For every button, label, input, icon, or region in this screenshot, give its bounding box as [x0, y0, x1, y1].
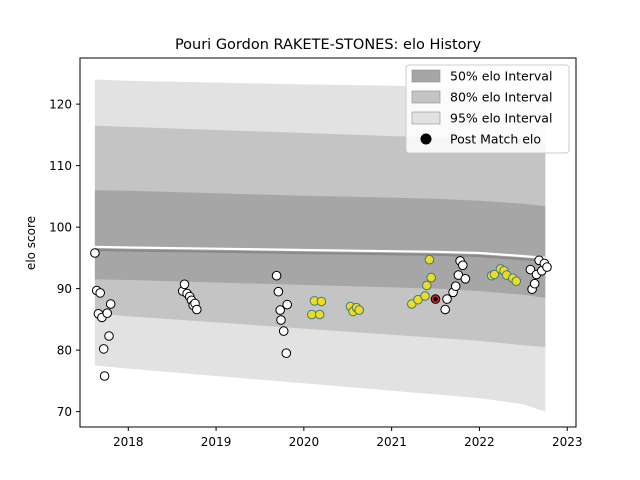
y-axis-label: elo score	[24, 216, 38, 270]
y-tick-label: 90	[57, 282, 72, 296]
data-point	[276, 315, 286, 325]
y-tick-label: 100	[49, 221, 72, 235]
data-point	[90, 248, 100, 258]
x-tick-label: 2021	[376, 435, 407, 449]
mean-elo-line	[94, 245, 546, 262]
data-point	[278, 326, 289, 336]
post-match-points	[90, 248, 552, 381]
x-axis: 2018 2019 2020 2021 2022 2023	[113, 427, 582, 449]
x-tick-label: 2022	[464, 435, 495, 449]
legend-item: 80% elo Interval	[411, 90, 552, 105]
data-point	[98, 344, 109, 354]
legend-label: 95% elo Interval	[450, 111, 552, 126]
x-tick-label: 2023	[552, 435, 583, 449]
legend-swatch	[411, 111, 441, 125]
data-point	[458, 260, 468, 271]
y-tick-label: 70	[57, 405, 72, 419]
legend-item: Post Match elo	[420, 132, 541, 147]
data-point	[460, 274, 471, 284]
data-point	[282, 299, 293, 310]
data-point	[424, 254, 435, 265]
data-point	[430, 294, 441, 304]
band-50	[94, 190, 546, 298]
data-point	[489, 269, 500, 280]
mean-highlight-line	[94, 245, 546, 259]
legend-swatch	[411, 90, 441, 104]
data-point	[354, 305, 365, 315]
data-point	[95, 288, 105, 298]
data-point	[102, 308, 112, 319]
plot-area	[90, 79, 552, 412]
y-tick-label: 80	[57, 344, 72, 358]
data-point	[105, 299, 116, 309]
data-point	[271, 270, 282, 281]
x-tick-label: 2018	[113, 435, 144, 449]
legend-label: Post Match elo	[450, 132, 541, 147]
data-point	[440, 304, 451, 315]
legend-item: 50% elo Interval	[411, 69, 552, 84]
plot-frame	[79, 57, 577, 428]
data-point	[275, 305, 286, 315]
data-point	[420, 291, 430, 301]
data-point	[316, 296, 327, 307]
data-point	[529, 278, 540, 289]
data-point	[273, 286, 284, 297]
data-point	[307, 309, 317, 320]
data-point	[542, 262, 552, 272]
data-point	[281, 348, 292, 359]
data-point	[426, 272, 437, 283]
legend-label: 80% elo Interval	[450, 90, 552, 105]
legend-item: 95% elo Interval	[411, 111, 552, 126]
data-point	[314, 309, 325, 320]
x-tick-label: 2020	[289, 435, 320, 449]
legend-swatch	[411, 69, 441, 83]
legend-marker-swatch	[420, 133, 432, 145]
data-point	[179, 279, 190, 290]
data-point	[442, 294, 452, 304]
x-tick-label: 2019	[201, 435, 232, 449]
legend-box	[405, 64, 570, 154]
data-point	[192, 304, 202, 315]
data-point	[525, 264, 536, 275]
data-point	[511, 276, 522, 287]
mean-line	[94, 248, 546, 262]
legend: 50% elo Interval 80% elo Interval 95% elo …	[405, 64, 570, 154]
data-point	[99, 371, 110, 381]
data-point	[104, 331, 114, 341]
y-axis: 70 80 90 100 110 120	[49, 98, 80, 419]
legend-label: 50% elo Interval	[450, 69, 552, 84]
interval-bands	[94, 79, 546, 412]
data-point	[422, 280, 432, 291]
chart-title: Pouri Gordon RAKETE-STONES: elo History	[175, 37, 482, 53]
data-point	[450, 281, 461, 292]
y-tick-label: 120	[49, 98, 72, 112]
y-tick-label: 110	[49, 159, 72, 173]
